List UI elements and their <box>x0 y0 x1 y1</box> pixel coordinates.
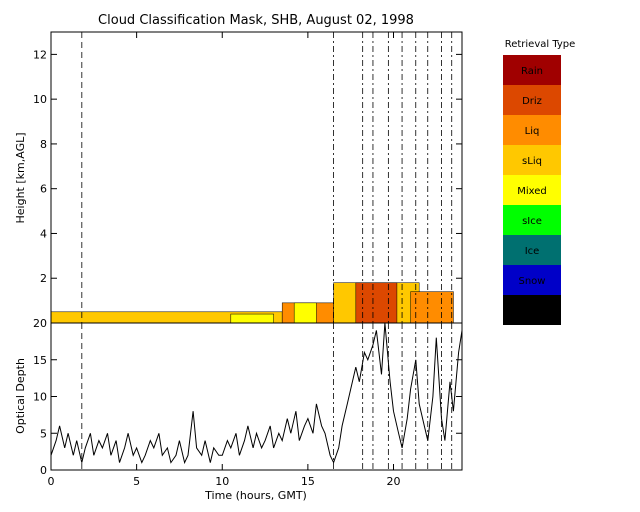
xtick-label-3: 15 <box>301 475 315 488</box>
cloud-region-1 <box>230 313 274 324</box>
xtick-label-0: 0 <box>48 475 55 488</box>
legend-label-sliq: sLiq <box>522 156 542 167</box>
legend-title: Retrieval Type <box>505 39 576 50</box>
od-ytick-label-3: 15 <box>33 354 47 367</box>
od-time-markers <box>81 323 453 470</box>
cloud-region-5 <box>355 282 398 324</box>
od-y-axis: 0 5 10 15 20 <box>33 317 462 477</box>
legend-label-uncrt: Uncrt <box>518 306 545 317</box>
mask-y-axis: 2 4 6 8 10 12 <box>33 48 462 285</box>
legend-label-liq: Liq <box>525 126 540 137</box>
legend-label-driz: Driz <box>522 96 542 107</box>
xtick-label-1: 5 <box>133 475 140 488</box>
legend-swatch-driz <box>503 85 561 115</box>
legend-entries: Rain Driz Liq sLiq Mixed sIce Ice Snow Uncrt <box>503 55 561 325</box>
legend-swatch-snow <box>503 265 561 295</box>
legend-swatch-sice <box>503 205 561 235</box>
optical-depth-series-line <box>50 322 463 465</box>
cloud-mask-field <box>50 282 454 324</box>
xtick-label-4: 20 <box>387 475 401 488</box>
od-y-axis-label: Optical Depth <box>14 358 27 434</box>
legend-label-sice: sIce <box>522 216 542 227</box>
od-plot-frame <box>50 322 463 471</box>
od-x-axis: 0 5 10 15 20 <box>48 32 401 488</box>
xtick-label-2: 10 <box>215 475 229 488</box>
mask-y-axis-label: Height [km,AGL] <box>14 132 27 223</box>
mask-ytick-label-2: 6 <box>40 183 47 196</box>
legend: Retrieval Type Rain Driz Liq sLiq Mixed sIce I… <box>503 39 575 325</box>
od-ytick-label-4: 20 <box>33 317 47 330</box>
optical-depth-panel: 0 5 10 15 20 0 5 10 15 20 Optical Depth Time (ho… <box>14 32 463 502</box>
x-axis-label: Time (hours, GMT) <box>204 489 307 502</box>
od-ytick-label-1: 5 <box>40 427 47 440</box>
legend-swatch-mixed <box>503 175 561 205</box>
cloud-region-6 <box>410 291 454 324</box>
mask-panel: 2 4 6 8 10 12 Height [km,AGL] <box>14 31 463 324</box>
od-ytick-label-2: 10 <box>33 391 47 404</box>
mask-ytick-label-4: 10 <box>33 93 47 106</box>
mask-ytick-label-3: 8 <box>40 138 47 151</box>
legend-label-ice: Ice <box>525 246 540 257</box>
cloud-region-3 <box>293 302 317 324</box>
legend-swatch-sliq <box>503 145 561 175</box>
legend-swatch-uncrt <box>503 295 561 325</box>
legend-swatch-ice <box>503 235 561 265</box>
legend-label-rain: Rain <box>521 66 543 77</box>
mask-ytick-label-5: 12 <box>33 48 47 61</box>
legend-swatch-liq <box>503 115 561 145</box>
legend-label-mixed: Mixed <box>517 186 547 197</box>
legend-label-snow: Snow <box>519 276 546 287</box>
mask-ytick-label-1: 4 <box>40 227 47 240</box>
mask-ytick-label-0: 2 <box>40 272 47 285</box>
mask-time-markers <box>81 32 453 323</box>
mask-plot-frame <box>50 31 463 324</box>
chart-title: Cloud Classification Mask, SHB, August 0… <box>98 13 414 28</box>
od-ytick-label-0: 0 <box>40 464 47 477</box>
legend-swatch-rain <box>503 55 561 85</box>
